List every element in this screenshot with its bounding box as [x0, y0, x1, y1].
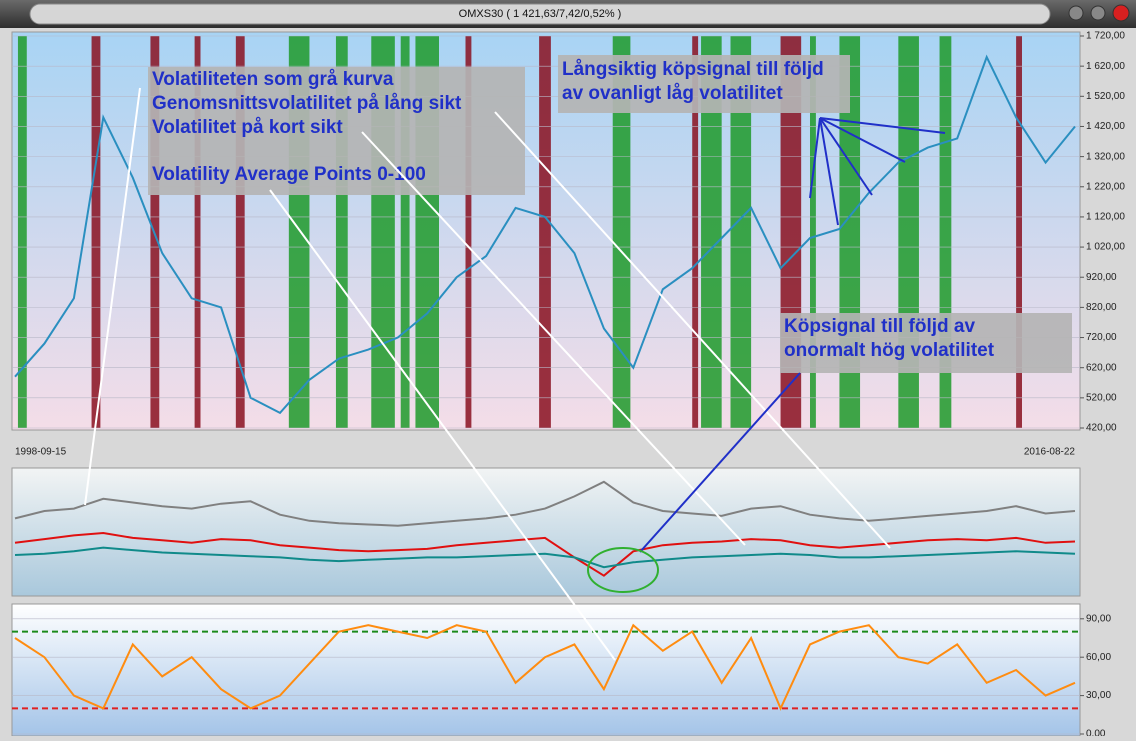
signal-band: [701, 36, 722, 428]
highlight-circle: [587, 547, 659, 593]
note-box: [558, 55, 850, 113]
x-tick-label: 2016-08-22: [1024, 447, 1076, 458]
x-tick-label: 1998-09-15: [15, 447, 67, 458]
signal-band: [730, 36, 752, 428]
signal-band: [1016, 36, 1022, 428]
note-text: Volatiliteten som grå kurva: [152, 69, 394, 90]
y-tick-label: 920,00: [1086, 272, 1117, 283]
y-tick-label: 1 420,00: [1086, 121, 1125, 132]
y-tick-label: 1 520,00: [1086, 91, 1125, 102]
signal-pointers: [639, 117, 946, 553]
pointer-lines: [84, 87, 891, 661]
signal-band: [400, 36, 410, 428]
note-text: Genomsnittsvolatilitet på lång sikt: [152, 93, 462, 114]
signal-band: [235, 36, 245, 428]
signal-band: [17, 36, 27, 428]
note-box: [780, 313, 1072, 373]
signal-band: [939, 36, 952, 428]
y-tick-label: 1 020,00: [1086, 242, 1125, 253]
signal-band: [465, 36, 472, 428]
y-tick-label: 0,00: [1086, 729, 1106, 736]
signal-band: [810, 36, 816, 428]
note-text: Långsiktig köpsignal till följd: [562, 59, 824, 80]
annotations: Volatiliteten som grå kurva Genomsnittsv…: [84, 55, 1072, 661]
note-text: onormalt hög volatilitet: [784, 340, 995, 361]
note-text: Köpsignal till följd av: [784, 316, 976, 337]
y-tick-label: 720,00: [1086, 332, 1117, 343]
close-button[interactable]: [1112, 4, 1130, 22]
y-tick-label: 1 120,00: [1086, 212, 1125, 223]
series-line: [14, 54, 1076, 415]
title-field: [29, 3, 1051, 25]
note-text: Volatilitet på kort sikt: [152, 117, 343, 138]
series-line: [14, 531, 1076, 577]
signal-band: [335, 36, 348, 428]
y-tick-label: 520,00: [1086, 392, 1117, 403]
y-tick-label: 820,00: [1086, 302, 1117, 313]
signal-band: [91, 36, 101, 428]
y-tick-label: 90,00: [1086, 613, 1111, 624]
signal-band: [539, 36, 551, 428]
y-tick-label: 30,00: [1086, 690, 1111, 701]
window-button[interactable]: [1090, 5, 1106, 21]
signal-band: [612, 36, 631, 428]
series-line: [14, 623, 1076, 711]
window-button[interactable]: [1068, 5, 1084, 21]
note-text: Volatility Average Points 0-100: [152, 164, 426, 185]
signal-band: [194, 36, 201, 428]
y-tick-label: 60,00: [1086, 652, 1111, 663]
note-text: av ovanligt låg volatilitet: [562, 83, 783, 104]
series-line: [14, 480, 1076, 527]
points-panel: [11, 603, 1081, 737]
y-tick-label: 1 620,00: [1086, 61, 1125, 72]
signal-band: [692, 36, 699, 428]
y-tick-label: 1 720,00: [1086, 31, 1125, 42]
y-tick-label: 1 320,00: [1086, 151, 1125, 162]
window-title: OMXS30 ( 1 421,63/7,42/0,52% ): [459, 8, 622, 20]
y-tick-label: 1 220,00: [1086, 181, 1125, 192]
volatility-panel: [11, 467, 1081, 597]
y-tick-label: 620,00: [1086, 362, 1117, 373]
y-tick-label: 420,00: [1086, 423, 1117, 434]
series-line: [14, 546, 1076, 569]
note-box: [148, 67, 525, 195]
